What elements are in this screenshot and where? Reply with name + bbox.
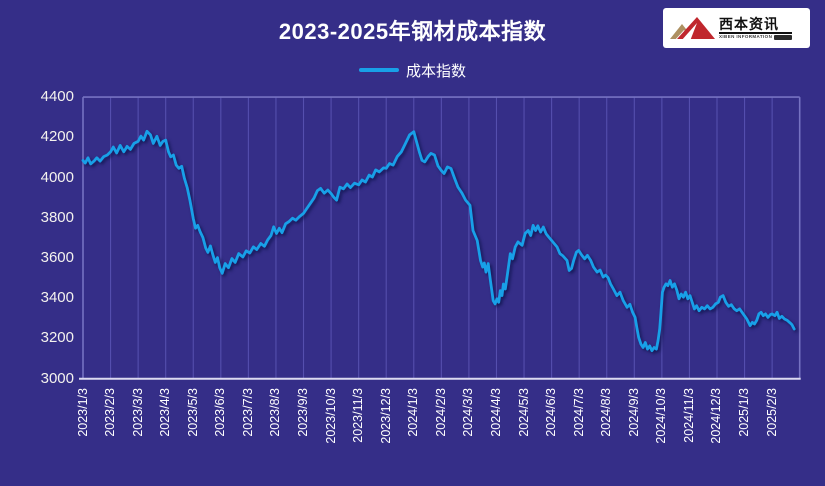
- x-tick-label: 2023/6/3: [213, 388, 228, 437]
- cost-index-series-line: [81, 129, 796, 353]
- logo-name-en: XIBEN INFORMATION: [719, 33, 773, 39]
- x-tick-label: 2025/1/3: [737, 388, 752, 437]
- y-tick-label: 4000: [40, 168, 74, 186]
- x-tick-label: 2023/7/3: [240, 388, 255, 437]
- logo-chip: [774, 34, 793, 40]
- y-tick-label: 3200: [40, 329, 74, 347]
- x-tick-label: 2023/8/3: [268, 388, 283, 437]
- chart-title: 2023-2025年钢材成本指数: [278, 19, 547, 44]
- x-tick-label: 2024/7/3: [571, 388, 586, 437]
- x-tick-label: 2025/2/3: [764, 388, 779, 437]
- mountain-icon: [670, 17, 715, 41]
- x-tick-label: 2023/3/3: [130, 388, 145, 437]
- x-tick-label: 2023/5/3: [185, 388, 200, 437]
- y-tick-label: 3800: [40, 208, 74, 226]
- x-tick-label: 2024/11/3: [681, 388, 696, 443]
- x-tick-label: 2024/10/3: [654, 388, 669, 444]
- logo: 西本资讯 XIBEN INFORMATION: [663, 8, 810, 48]
- legend-label: 成本指数: [405, 62, 466, 80]
- x-tick-label: 2024/4/3: [488, 388, 503, 437]
- x-tick-label: 2024/3/3: [461, 388, 476, 437]
- x-tick-label: 2023/11/3: [351, 388, 366, 443]
- x-tick-label: 2024/2/3: [433, 388, 448, 437]
- x-tick-label: 2024/6/3: [544, 388, 559, 437]
- x-tick-label: 2023/12/3: [378, 388, 393, 444]
- x-tick-label: 2023/10/3: [323, 388, 338, 444]
- x-tick-label: 2023/4/3: [158, 388, 173, 437]
- y-tick-label: 3600: [40, 249, 74, 266]
- x-tick-label: 2023/9/3: [296, 388, 311, 437]
- x-tick-label: 2024/5/3: [516, 388, 531, 437]
- x-tick-label: 2023/1/3: [75, 388, 90, 437]
- y-tick-label: 4200: [40, 128, 74, 146]
- x-tick-label: 2024/9/3: [626, 388, 641, 437]
- y-tick-label: 3000: [40, 369, 74, 387]
- legend: 成本指数: [0, 59, 825, 81]
- x-tick-label: 2024/12/3: [709, 388, 724, 444]
- x-tick-label: 2024/1/3: [406, 388, 421, 437]
- logo-name-zh: 西本资讯: [719, 17, 793, 34]
- logo-text: 西本资讯 XIBEN INFORMATION: [719, 17, 793, 40]
- x-tick-label: 2023/2/3: [103, 388, 118, 437]
- y-tick-label: 3400: [40, 289, 74, 307]
- y-tick-label: 4400: [40, 88, 74, 106]
- legend-line-swatch: [358, 68, 399, 72]
- x-tick-label: 2024/8/3: [599, 388, 614, 437]
